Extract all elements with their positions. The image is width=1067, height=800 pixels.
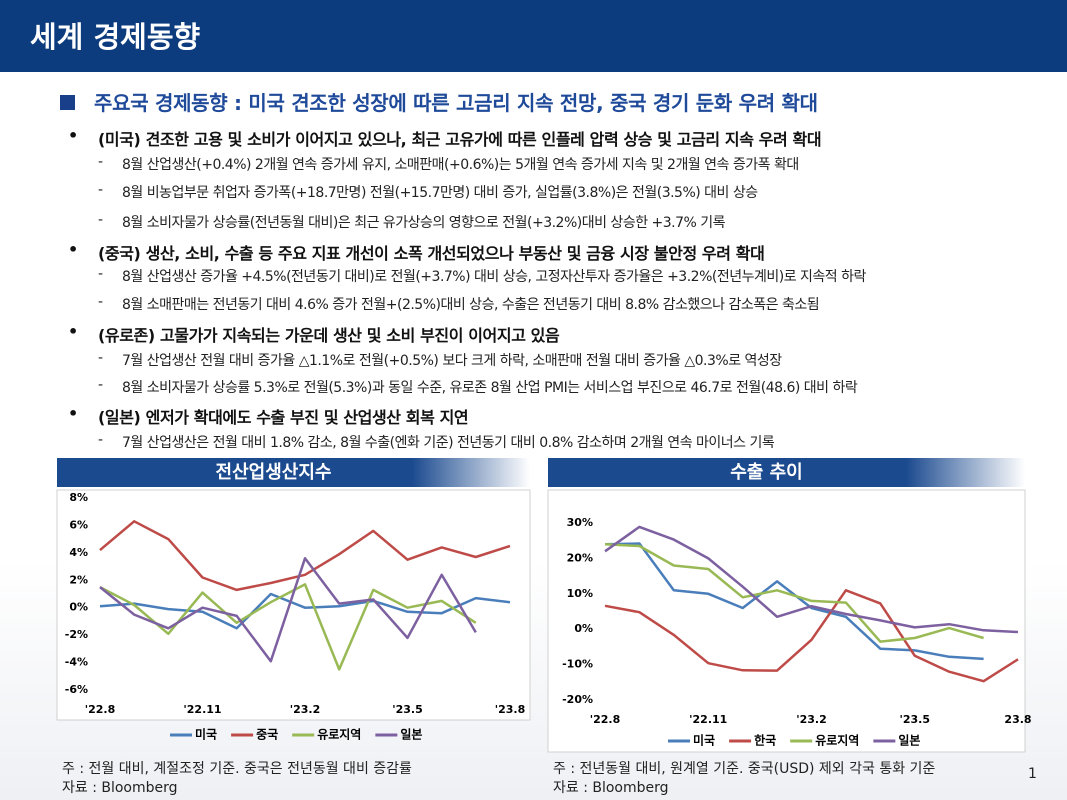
header-bar bbox=[0, 0, 1067, 72]
legend-label: 한국 bbox=[754, 733, 776, 748]
section-marker bbox=[60, 95, 75, 110]
sub-dash: - bbox=[98, 266, 103, 282]
sub-dash: - bbox=[98, 154, 103, 170]
series-line bbox=[604, 542, 984, 643]
series-line bbox=[99, 583, 477, 671]
bullet-dot: • bbox=[68, 240, 78, 259]
sub-item: 8월 소비자물가 상승률 5.3%로 전월(5.3%)과 동일 수준, 유로존 … bbox=[122, 380, 858, 396]
x-tick-label: '23.8 bbox=[495, 703, 526, 716]
y-tick-label: 10% bbox=[567, 587, 593, 600]
x-tick-label: '23.5 bbox=[392, 703, 423, 716]
series-line bbox=[99, 592, 511, 630]
x-tick-label: '23.5 bbox=[899, 713, 930, 726]
x-tick-label: '22.8 bbox=[590, 713, 621, 726]
chart-note: 주 : 전년동월 대비, 원계열 기준. 중국(USD) 제외 각국 통화 기준 bbox=[553, 761, 936, 777]
sub-dash: - bbox=[98, 212, 103, 228]
series-line bbox=[604, 589, 1019, 683]
header-title: 세계 경제동향 bbox=[30, 20, 201, 54]
plot-frame bbox=[547, 489, 1026, 753]
sub-item: 8월 산업생산 증가율 +4.5%(전년동기 대비)로 전월(+3.7%) 대비… bbox=[122, 269, 866, 285]
chart-banner bbox=[57, 458, 530, 487]
bullet-text: (미국) 견조한 고용 및 소비가 이어지고 있으나, 최근 고유가에 따른 인… bbox=[98, 130, 822, 149]
chart-banner bbox=[548, 458, 1025, 487]
bullet-dot: • bbox=[68, 404, 78, 423]
sub-item: 7월 산업생산은 전월 대비 1.8% 감소, 8월 수출(엔화 기준) 전년동… bbox=[122, 435, 775, 451]
sub-item: 8월 비농업부문 취업자 증가폭(+18.7만명) 전월(+15.7만명) 대비… bbox=[122, 185, 758, 201]
legend-label: 중국 bbox=[256, 728, 278, 742]
bullet-text: (일본) 엔저가 확대에도 수출 부진 및 산업생산 회복 지연 bbox=[98, 408, 469, 427]
chart-note: 주 : 전월 대비, 계절조정 기준. 중국은 전년동월 대비 증감률 bbox=[62, 761, 412, 777]
y-tick-label: -10% bbox=[562, 658, 593, 671]
section-title: 주요국 경제동향 : 미국 견조한 성장에 따른 고금리 지속 전망, 중국 경… bbox=[94, 91, 818, 115]
x-tick-label: 23.8 bbox=[1004, 713, 1031, 726]
sub-dash: - bbox=[98, 182, 103, 198]
y-tick-label: 0% bbox=[574, 622, 593, 635]
chart-source: 자료 : Bloomberg bbox=[62, 780, 178, 796]
x-tick-label: '22.11 bbox=[689, 713, 727, 726]
legend-label: 유로지역 bbox=[815, 733, 859, 748]
series-line bbox=[604, 525, 1019, 634]
series-line bbox=[99, 520, 511, 592]
legend-label: 일본 bbox=[400, 728, 422, 742]
y-tick-label: 4% bbox=[69, 546, 88, 559]
y-tick-label: 2% bbox=[69, 573, 88, 586]
sub-dash: - bbox=[98, 294, 103, 310]
bullet-text: (중국) 생산, 소비, 수출 등 주요 지표 개선이 소폭 개선되었으나 부동… bbox=[98, 244, 765, 263]
y-tick-label: -20% bbox=[562, 693, 593, 706]
sub-dash: - bbox=[98, 377, 103, 393]
sub-item: 8월 소비자물가 상승률(전년동월 대비)은 최근 유가상승의 영향으로 전월(… bbox=[122, 215, 726, 231]
bullet-dot: • bbox=[68, 126, 78, 145]
sub-dash: - bbox=[98, 350, 103, 366]
chart-title: 전산업생산지수 bbox=[216, 462, 332, 483]
y-tick-label: 6% bbox=[69, 518, 88, 531]
x-tick-label: '22.8 bbox=[85, 703, 116, 716]
y-tick-label: 0% bbox=[69, 601, 88, 614]
sub-item: 8월 소매판매는 전년동기 대비 4.6% 증가 전월+(2.5%)대비 상승,… bbox=[122, 297, 820, 313]
x-tick-label: '23.2 bbox=[290, 703, 321, 716]
legend-label: 미국 bbox=[693, 733, 715, 748]
legend-label: 일본 bbox=[898, 734, 920, 748]
legend-label: 미국 bbox=[195, 727, 217, 742]
bullet-text: (유로존) 고물가가 지속되는 가운데 생산 및 소비 부진이 이어지고 있음 bbox=[98, 326, 560, 345]
chart-title: 수출 추이 bbox=[730, 462, 803, 483]
sub-item: 7월 산업생산 전월 대비 증가율 △1.1%로 전월(+0.5%) 보다 크게… bbox=[122, 353, 782, 369]
legend-label: 유로지역 bbox=[317, 727, 361, 742]
y-tick-label: 8% bbox=[69, 491, 88, 504]
chart-source: 자료 : Bloomberg bbox=[553, 780, 669, 796]
y-tick-label: -2% bbox=[65, 628, 88, 641]
sub-item: 8월 산업생산(+0.4%) 2개월 연속 증가세 유지, 소매판매(+0.6%… bbox=[122, 157, 799, 173]
sub-dash: - bbox=[98, 432, 103, 448]
x-tick-label: '23.2 bbox=[796, 713, 827, 726]
y-tick-label: -6% bbox=[65, 683, 88, 696]
bullet-dot: • bbox=[68, 322, 78, 341]
x-tick-label: '22.11 bbox=[183, 703, 221, 716]
page-number: 1 bbox=[1028, 766, 1037, 782]
y-tick-label: 20% bbox=[567, 551, 593, 564]
y-tick-label: 30% bbox=[567, 516, 593, 529]
y-tick-label: -4% bbox=[65, 656, 88, 669]
series-line bbox=[99, 557, 477, 663]
